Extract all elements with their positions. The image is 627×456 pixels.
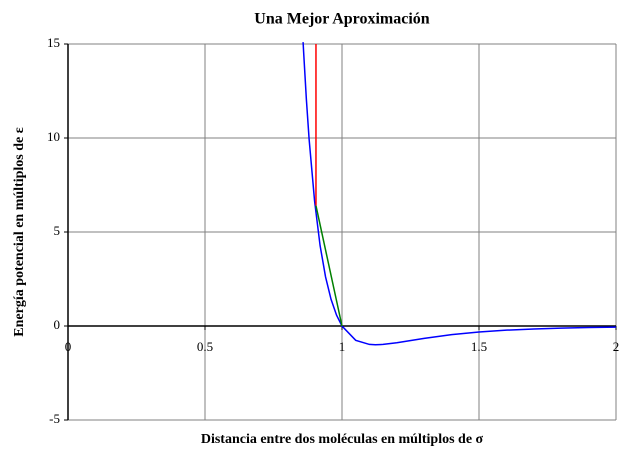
- y-tick-label: -5: [49, 411, 60, 426]
- chart-title: Una Mejor Aproximación: [254, 11, 430, 28]
- x-tick-label: 2: [613, 339, 620, 354]
- y-axis-label: Energía potencial en múltiplos de ε: [12, 127, 27, 336]
- y-tick-label: 10: [47, 129, 60, 144]
- x-tick-label: 1.5: [471, 339, 487, 354]
- y-tick-label: 0: [54, 317, 61, 332]
- x-axis-label: Distancia entre dos moléculas en múltipl…: [201, 432, 484, 447]
- y-tick-label: 5: [54, 223, 61, 238]
- series-line: [315, 205, 343, 327]
- x-tick-label: 1: [339, 339, 346, 354]
- series-line: [302, 42, 617, 346]
- y-tick-label: 15: [47, 35, 60, 50]
- x-tick-label: 0.5: [197, 339, 213, 354]
